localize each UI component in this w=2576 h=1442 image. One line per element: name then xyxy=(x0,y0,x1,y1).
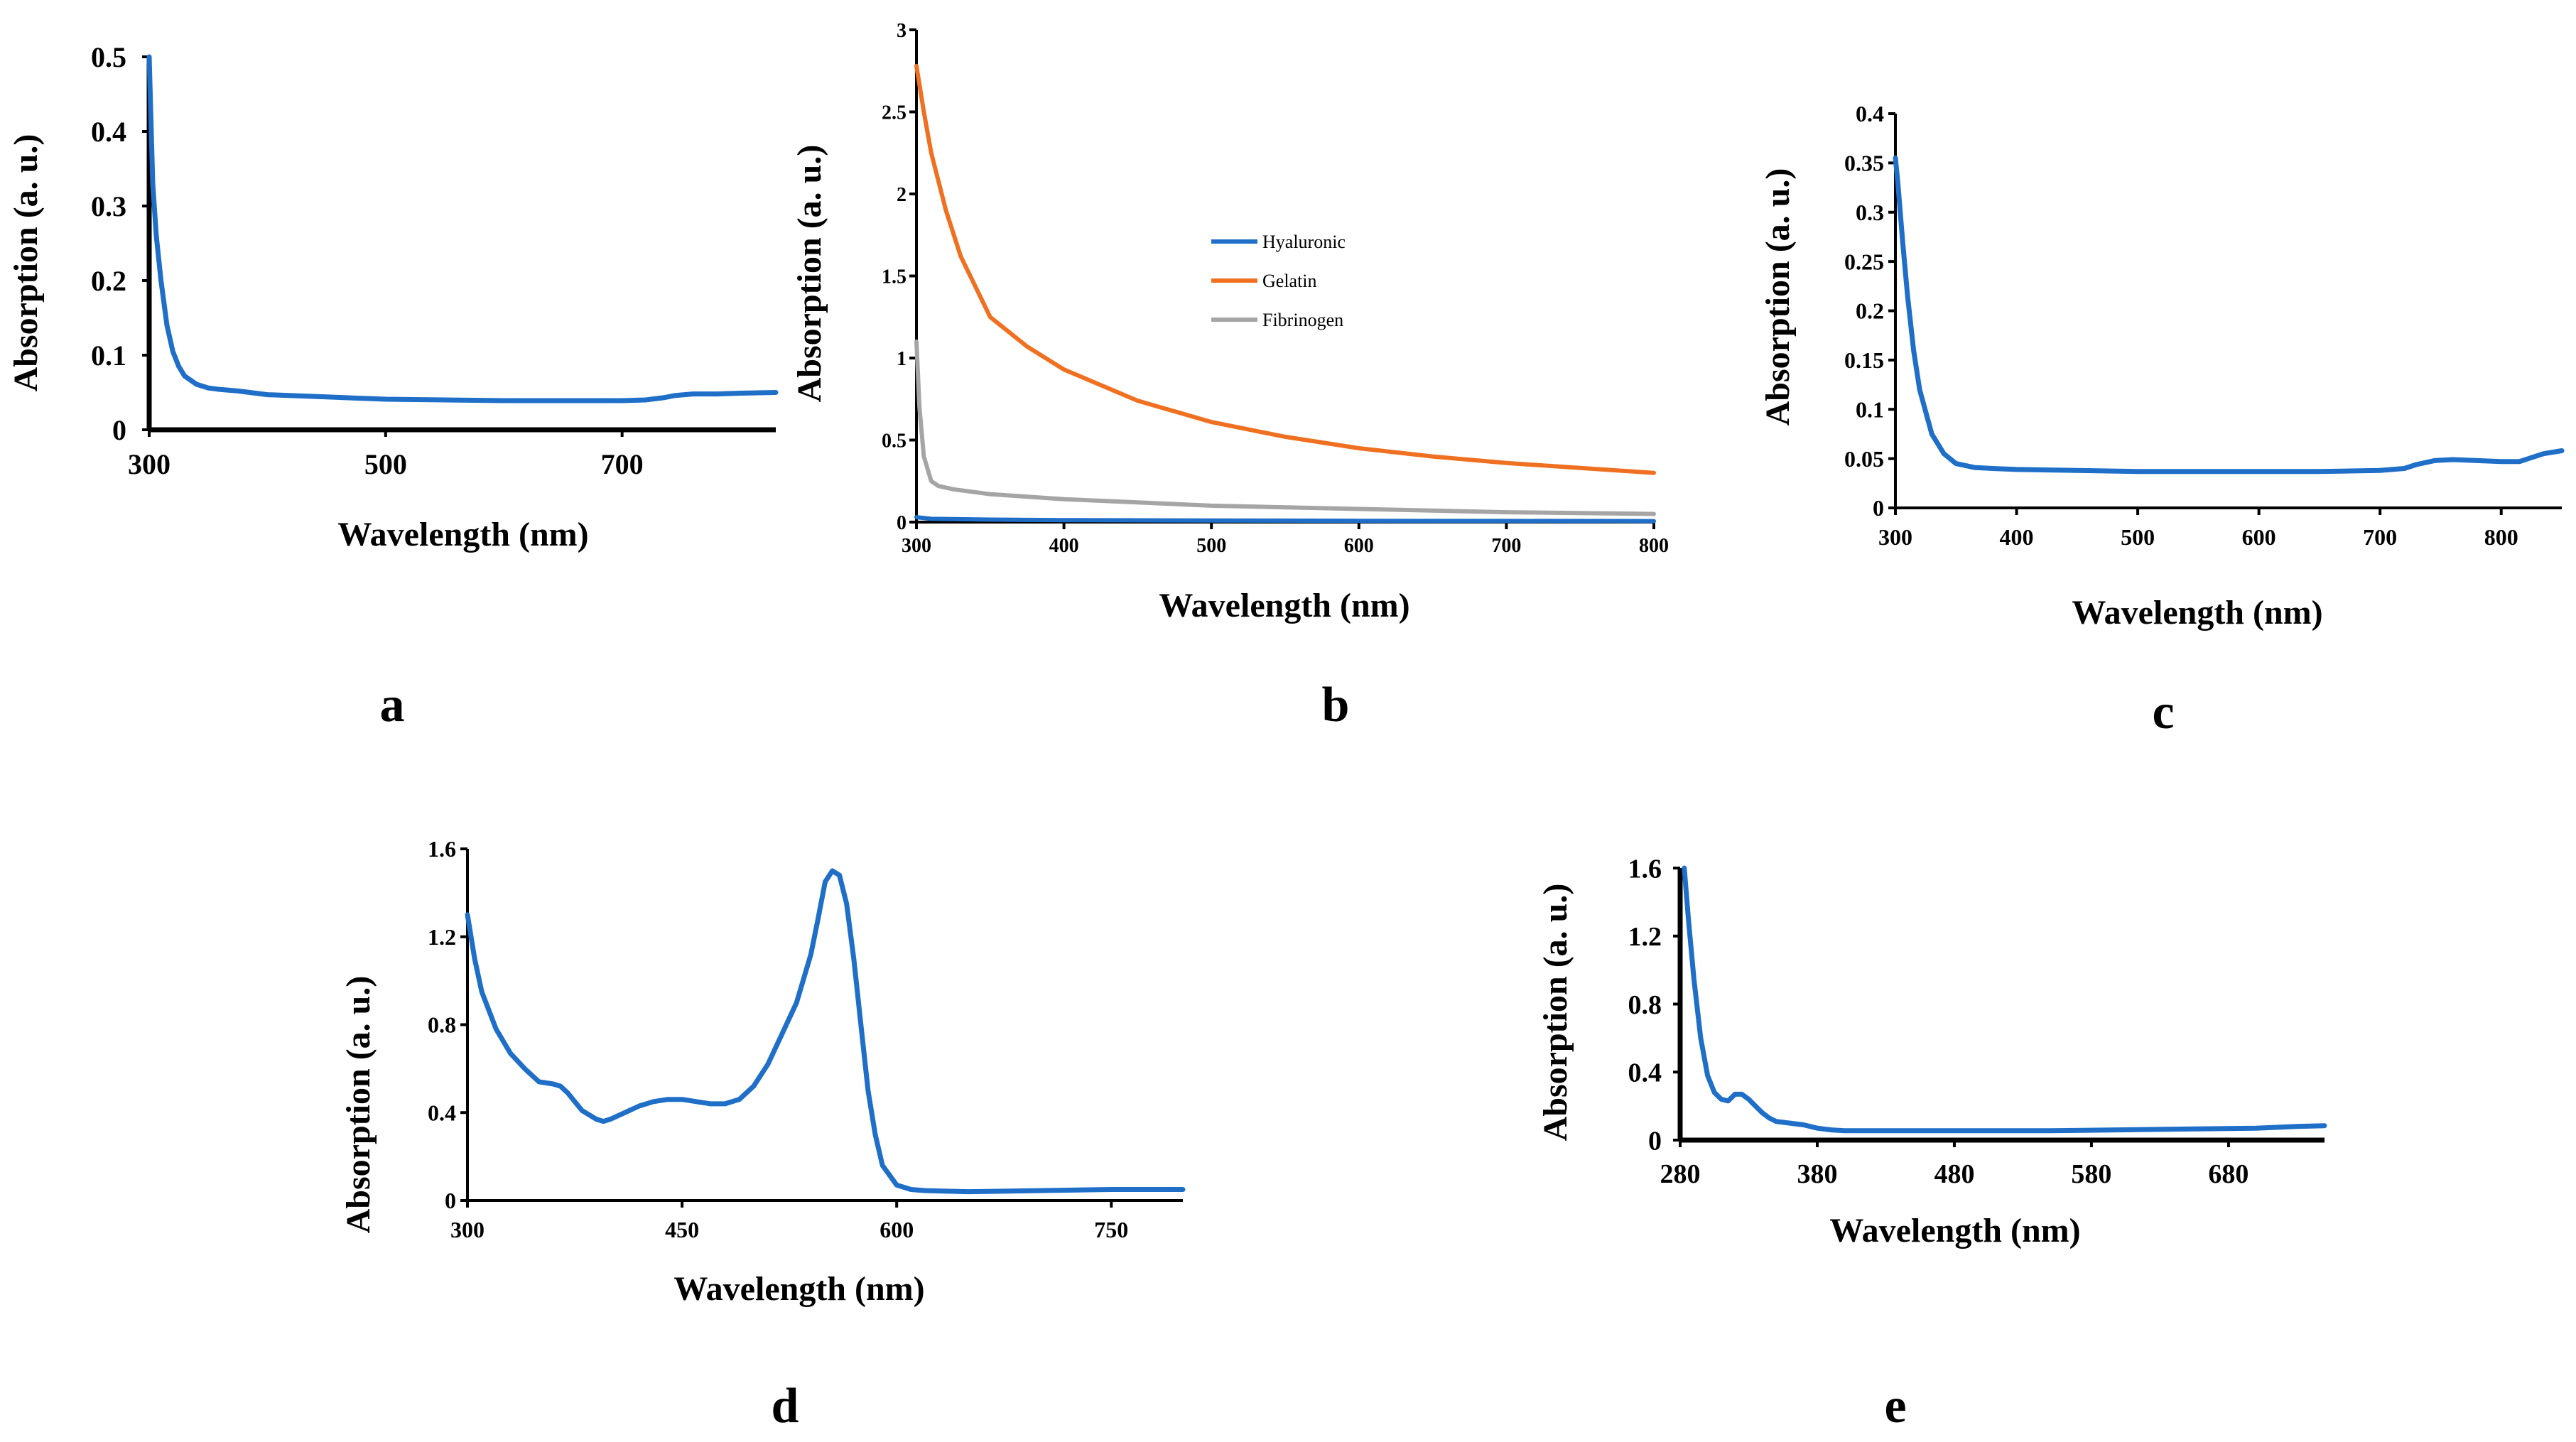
panel-letter-b: b xyxy=(1322,678,1350,732)
x-tick-label: 300 xyxy=(1878,524,1912,550)
chart-panel-e: Absorption (a. u.) Wavelength (nm) e 0 0.… xyxy=(1537,854,2327,1433)
x-tick-label: 300 xyxy=(902,535,931,557)
y-tick-label: 0.8 xyxy=(428,1012,456,1038)
y-tick-label: 0.1 xyxy=(91,340,126,372)
y-axis-title-b: Absorption (a. u.) xyxy=(791,145,828,403)
y-tick-label: 1.2 xyxy=(428,924,456,950)
y-tick-label: 1.2 xyxy=(1628,922,1662,952)
x-tick-label: 750 xyxy=(1094,1217,1128,1242)
y-tick-label: 0.3 xyxy=(91,190,126,222)
x-tick-label: 450 xyxy=(665,1217,699,1242)
x-tick-label: 400 xyxy=(1049,535,1079,557)
x-tick-label: 380 xyxy=(1797,1159,1837,1189)
chart-panel-b: Absorption (a. u.) Wavelength (nm) b 0 0.… xyxy=(791,20,1669,732)
panel-letter-e: e xyxy=(1884,1379,1906,1433)
y-axis-title-e: Absorption (a. u.) xyxy=(1537,884,1574,1142)
y-tick-label: 0 xyxy=(112,414,126,446)
y-axis-title-c: Absorption (a. u.) xyxy=(1759,168,1797,426)
series-line-hyaluronic xyxy=(914,515,1656,524)
y-tick-label: 0.1 xyxy=(1856,396,1884,422)
series-line-gelatin xyxy=(914,63,1656,475)
legend-label-hyaluronic: Hyaluronic xyxy=(1262,232,1346,252)
y-axis-title-d: Absorption (a. u.) xyxy=(340,976,377,1234)
y-tick-label: 0.8 xyxy=(1628,990,1662,1020)
y-tick-label: 0.2 xyxy=(91,265,126,297)
x-tick-label: 600 xyxy=(2242,524,2276,550)
x-axis-title-e: Wavelength (nm) xyxy=(1829,1212,2080,1249)
x-tick-label: 600 xyxy=(1344,535,1374,557)
y-tick-label: 1.6 xyxy=(428,836,456,862)
y-tick-label: 1 xyxy=(897,348,907,370)
y-tick-label: 0.5 xyxy=(882,430,907,452)
x-tick-label: 280 xyxy=(1660,1159,1701,1189)
y-axis-title-a: Absorption (a. u.) xyxy=(7,134,45,392)
y-tick-label: 0.4 xyxy=(1856,101,1884,126)
x-tick-label: 800 xyxy=(1639,535,1669,557)
y-tick-label: 0.4 xyxy=(1628,1058,1662,1088)
y-tick-label: 0.4 xyxy=(91,116,126,148)
series-line-absorption xyxy=(1893,155,2565,475)
y-tick-label: 1.5 xyxy=(882,266,907,288)
panel-letter-d: d xyxy=(772,1379,799,1433)
y-tick-label: 0.3 xyxy=(1856,200,1884,225)
y-tick-label: 2 xyxy=(897,184,907,206)
x-tick-label: 300 xyxy=(450,1217,485,1242)
y-tick-label: 0.4 xyxy=(428,1100,456,1125)
x-tick-label: 600 xyxy=(880,1217,914,1242)
x-tick-label: 700 xyxy=(1491,535,1521,557)
x-tick-label: 300 xyxy=(128,448,171,480)
x-tick-label: 500 xyxy=(1196,535,1226,557)
chart-panel-a: Absorption (a. u.) Wavelength (nm) a 0 0.… xyxy=(7,41,779,732)
x-tick-label: 700 xyxy=(601,448,644,480)
x-axis-title-a: Wavelength (nm) xyxy=(337,516,588,553)
y-tick-label: 0.2 xyxy=(1856,298,1884,324)
y-tick-label: 0 xyxy=(445,1188,456,1213)
x-tick-label: 500 xyxy=(364,448,407,480)
x-axis-title-b: Wavelength (nm) xyxy=(1159,587,1409,624)
y-tick-label: 1.6 xyxy=(1628,854,1662,884)
x-tick-label: 500 xyxy=(2121,524,2155,550)
y-tick-label: 0.35 xyxy=(1844,151,1884,176)
panel-letter-a: a xyxy=(380,678,405,732)
x-tick-label: 400 xyxy=(2000,524,2034,550)
series-line-absorption xyxy=(1682,865,2327,1134)
x-tick-label: 680 xyxy=(2208,1159,2248,1189)
x-tick-label: 700 xyxy=(2363,524,2397,550)
y-tick-label: 3 xyxy=(897,20,907,42)
x-axis-title-d: Wavelength (nm) xyxy=(673,1270,924,1308)
x-axis-title-c: Wavelength (nm) xyxy=(2072,594,2322,631)
y-tick-label: 0.25 xyxy=(1844,249,1884,274)
y-tick-label: 0.15 xyxy=(1844,347,1884,373)
legend-label-gelatin: Gelatin xyxy=(1262,271,1317,291)
y-tick-label: 0 xyxy=(897,512,907,534)
y-tick-label: 0 xyxy=(1648,1126,1662,1156)
y-tick-label: 0 xyxy=(1873,495,1884,521)
x-tick-label: 480 xyxy=(1934,1159,1974,1189)
legend-label-fibrinogen: Fibrinogen xyxy=(1262,310,1343,330)
x-tick-label: 800 xyxy=(2484,524,2518,550)
y-tick-label: 0.05 xyxy=(1844,446,1884,472)
series-line-absorption xyxy=(465,868,1186,1195)
y-tick-label: 0.5 xyxy=(91,41,126,73)
y-tick-label: 2.5 xyxy=(882,102,907,124)
panel-letter-c: c xyxy=(2152,685,2174,739)
series-line-fibrinogen xyxy=(914,339,1656,516)
x-tick-label: 580 xyxy=(2071,1159,2111,1189)
series-line-absorption xyxy=(146,54,779,403)
chart-panel-c: Absorption (a. u.) Wavelength (nm) c 0 0.… xyxy=(1759,101,2565,739)
chart-panel-d: Absorption (a. u.) Wavelength (nm) d 0 0.… xyxy=(340,836,1186,1433)
